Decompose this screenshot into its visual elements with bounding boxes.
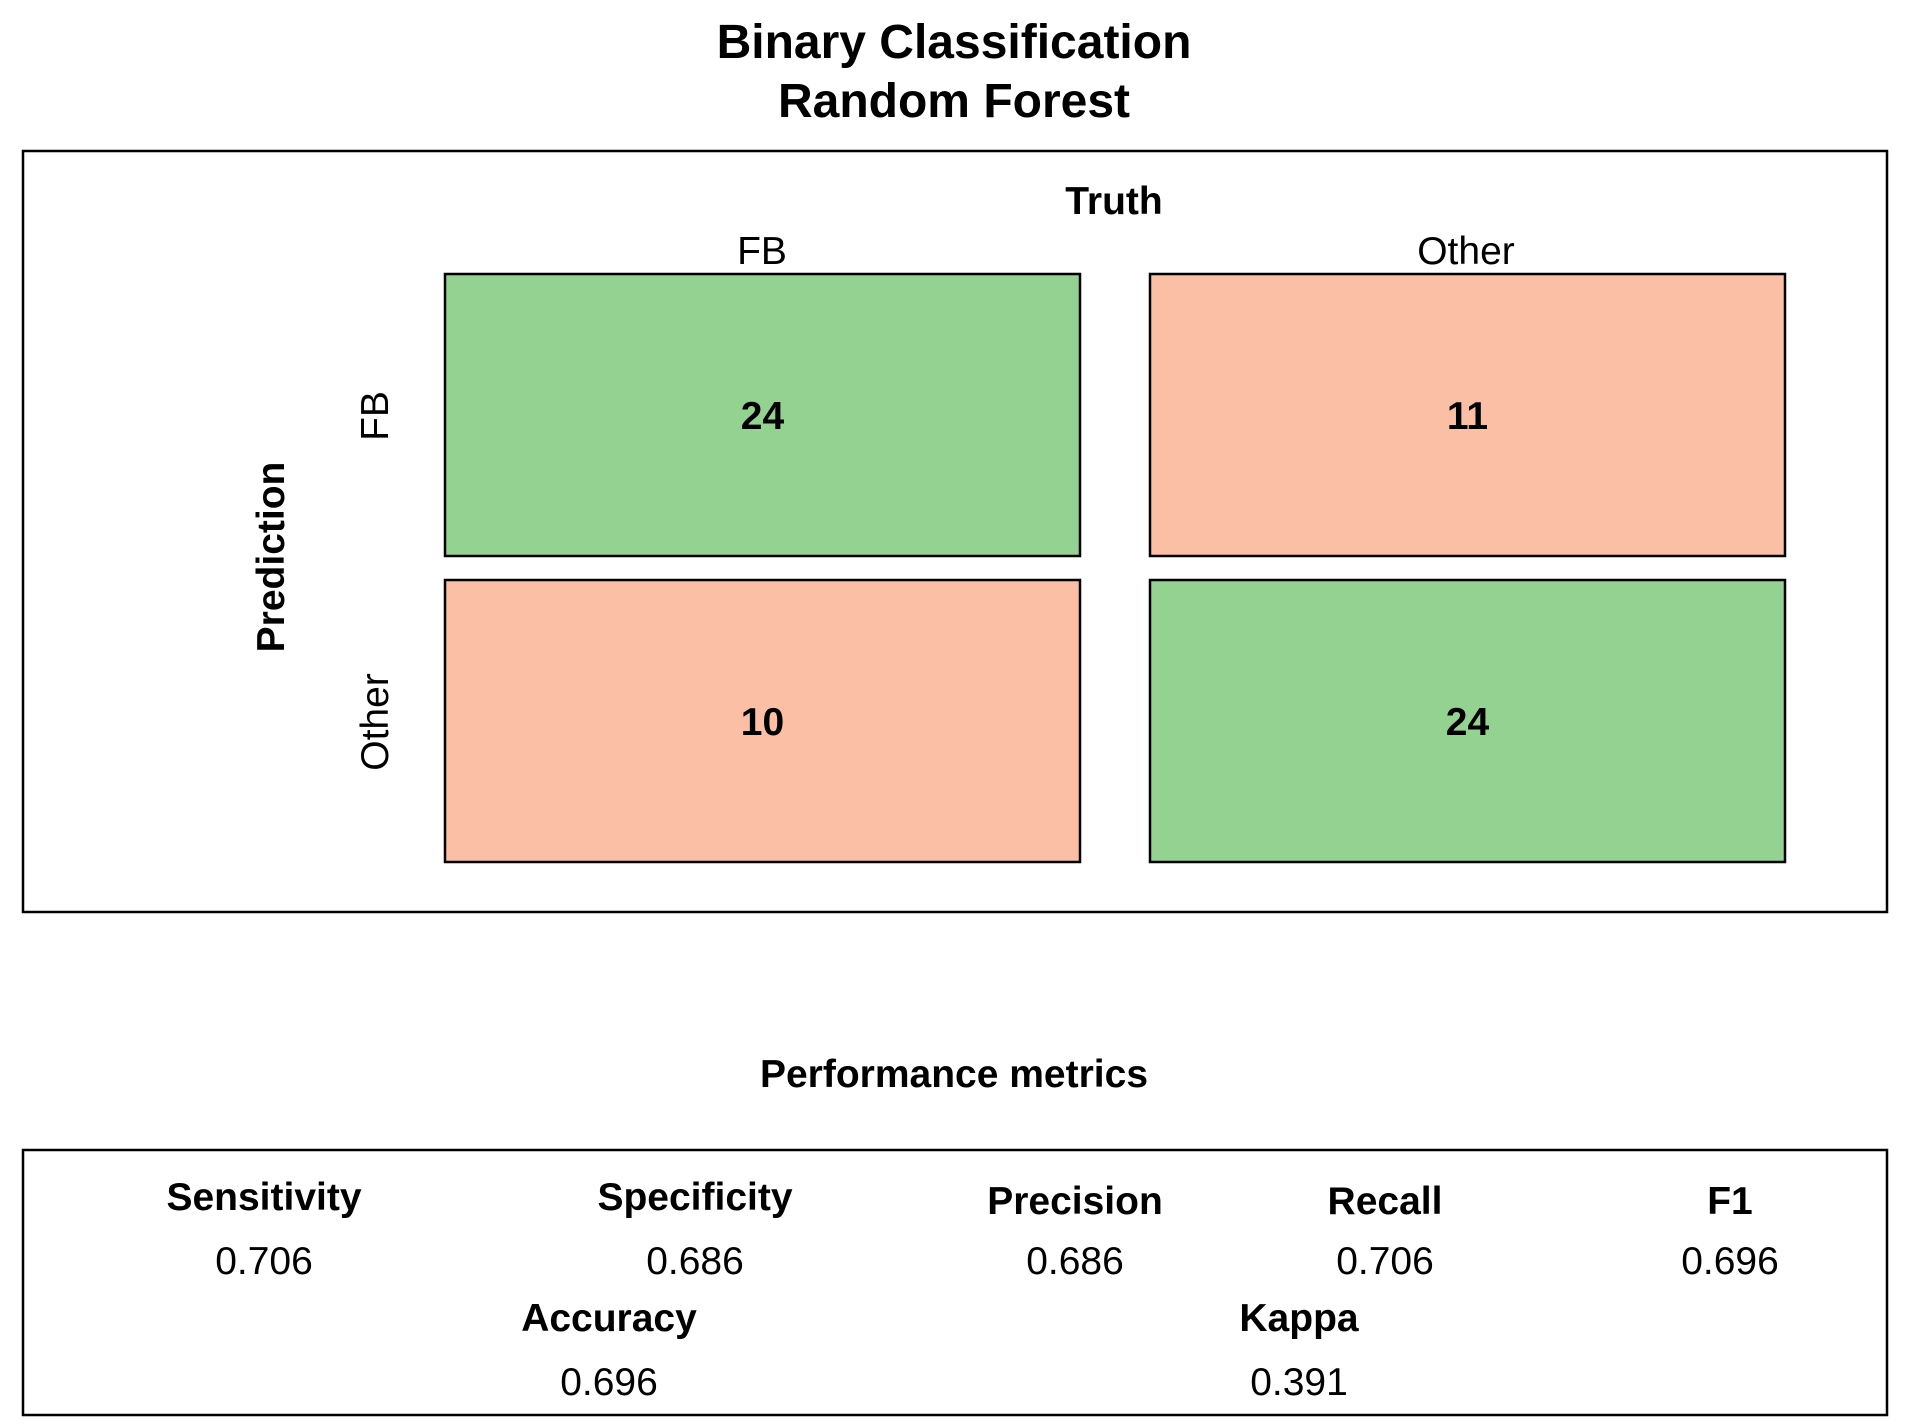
metric-value-precision: 0.686 (1026, 1240, 1124, 1283)
metric-name-sensitivity: Sensitivity (166, 1176, 361, 1219)
matrix-cell-fb-other (1148, 272, 1787, 558)
row-label-fb: FB (354, 391, 397, 441)
row-label-other: Other (354, 673, 397, 771)
matrix-cell-other-other (1148, 578, 1787, 864)
cell-value-fb-other: 11 (1447, 395, 1488, 438)
metric-name-precision: Precision (987, 1180, 1163, 1223)
metric-value-sensitivity: 0.706 (215, 1240, 313, 1283)
y-axis-label: Prediction (250, 462, 293, 653)
matrix-cells: 24 11 10 24 (443, 272, 1787, 864)
column-label-fb: FB (737, 230, 787, 273)
metric-value-specificity: 0.686 (646, 1240, 744, 1283)
metric-value-recall: 0.706 (1336, 1240, 1434, 1283)
metric-value-kappa: 0.391 (1250, 1361, 1348, 1404)
metric-name-kappa: Kappa (1239, 1297, 1359, 1340)
metric-name-recall: Recall (1328, 1180, 1443, 1223)
column-label-other: Other (1417, 230, 1515, 273)
metric-name-accuracy: Accuracy (521, 1297, 697, 1340)
metric-name-f1: F1 (1707, 1180, 1753, 1223)
x-axis-label: Truth (1065, 180, 1162, 223)
cell-value-other-other: 24 (1446, 701, 1490, 744)
cell-value-other-fb: 10 (741, 701, 784, 744)
metric-value-f1: 0.696 (1681, 1240, 1779, 1283)
chart-title-line-2: Random Forest (778, 75, 1130, 128)
matrix-cell-other-fb (443, 578, 1082, 864)
metric-value-accuracy: 0.696 (560, 1361, 658, 1404)
chart-title-line-1: Binary Classification (717, 16, 1192, 69)
matrix-panel-frame (21, 149, 1889, 914)
metrics-panel-frame (21, 1148, 1889, 1417)
metrics-title: Performance metrics (760, 1053, 1148, 1096)
matrix-cell-fb-fb (443, 272, 1082, 558)
metric-name-specificity: Specificity (597, 1176, 792, 1219)
cell-value-fb-fb: 24 (741, 395, 785, 438)
